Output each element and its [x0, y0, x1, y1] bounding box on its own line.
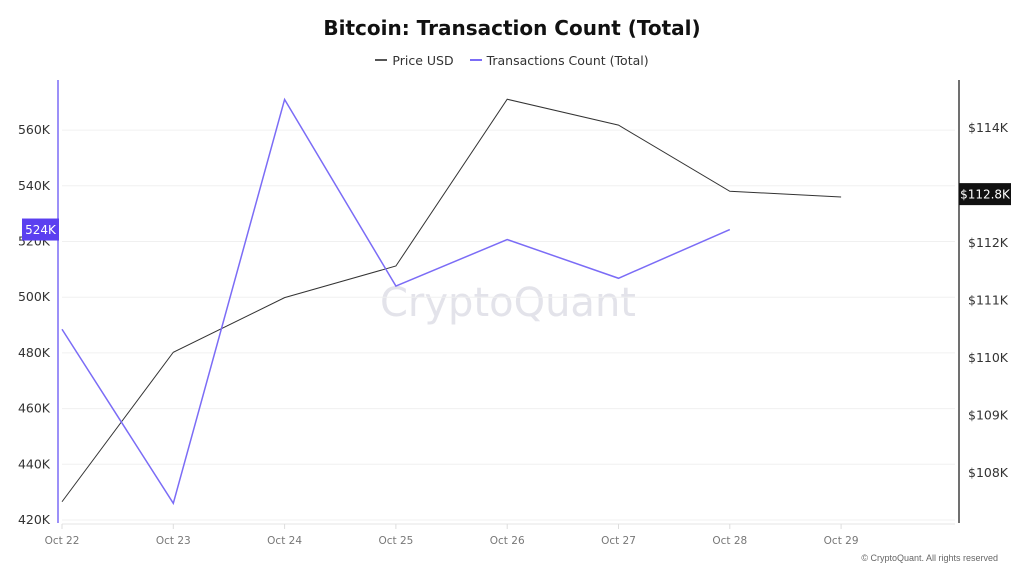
legend-label-transactions: Transactions Count (Total) [486, 52, 649, 68]
x-axis-tick: Oct 26 [490, 535, 525, 547]
right-axis-tick: $110K [968, 350, 1009, 365]
transactions-line-swatch-icon [469, 59, 482, 61]
legend-item-price[interactable]: Price USD [375, 52, 454, 68]
right-current-value-badge [959, 183, 1011, 206]
left-axis-tick: 500K [18, 289, 51, 304]
svg-text:$112.8K: $112.8K [960, 188, 1011, 202]
left-axis-tick: 440K [18, 456, 51, 471]
legend: Price USD Transactions Count (Total) [0, 49, 1024, 68]
right-axis-tick: $114K [968, 120, 1009, 135]
left-current-value-badge [22, 218, 59, 241]
x-axis-tick: Oct 25 [378, 535, 413, 547]
watermark: CryptoQuant [380, 280, 636, 326]
left-axis-tick: 460K [18, 401, 51, 416]
x-axis-tick: Oct 29 [824, 535, 859, 547]
left-axis-tick: 480K [18, 345, 51, 360]
x-axis-tick: Oct 27 [601, 535, 636, 547]
x-axis-tick: Oct 22 [45, 535, 80, 547]
left-axis-tick: 540K [18, 178, 51, 193]
price-usd-line [61, 98, 842, 503]
right-axis-tick: $112K [968, 235, 1009, 250]
copyright-notice: © CryptoQuant. All rights reserved [861, 553, 998, 563]
transactions-count-line [61, 97, 731, 506]
price-line-swatch-icon [375, 59, 388, 61]
x-axis-tick: Oct 28 [712, 535, 747, 547]
svg-text:524K: 524K [25, 223, 57, 237]
legend-label-price: Price USD [392, 52, 454, 68]
right-axis-tick: $109K [968, 408, 1009, 423]
legend-item-transactions[interactable]: Transactions Count (Total) [469, 52, 649, 68]
left-axis-tick: 420K [18, 512, 51, 527]
x-axis-tick: Oct 23 [156, 535, 191, 547]
x-axis-tick: Oct 24 [267, 535, 302, 547]
right-axis-tick: $111K [968, 293, 1009, 308]
right-axis-tick: $108K [968, 465, 1009, 480]
left-axis-tick: 560K [18, 122, 51, 137]
chart-title: Bitcoin: Transaction Count (Total) [323, 16, 701, 40]
